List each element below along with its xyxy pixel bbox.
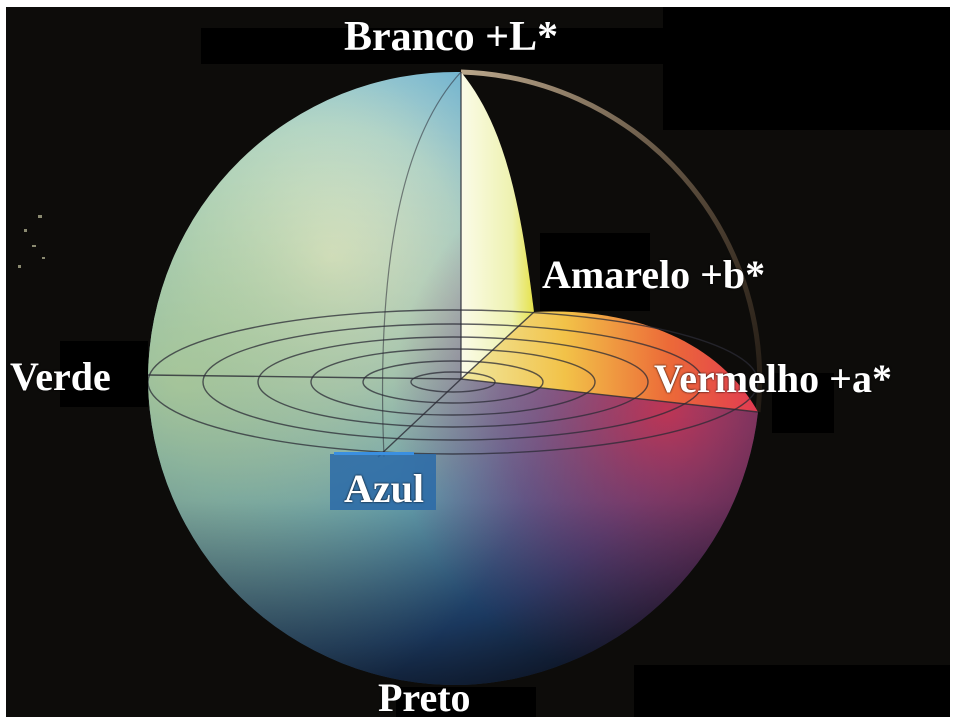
label-blue: Azul xyxy=(344,466,424,511)
label-green: Verde xyxy=(10,354,111,399)
meridian-line xyxy=(381,71,462,458)
mask-block-bottom xyxy=(396,687,536,717)
label-red-a: Vermelho +a* xyxy=(654,356,892,401)
mask-block-bottom-right xyxy=(634,665,950,717)
label-yellow-b: Amarelo +b* xyxy=(542,252,766,297)
mask-block-top-right xyxy=(663,7,950,130)
blue-label-background xyxy=(330,454,436,510)
label-white-lightness: Branco +L* xyxy=(344,14,559,60)
mask-block-red xyxy=(772,373,834,433)
axis-lines xyxy=(147,72,759,458)
mask-block-green xyxy=(60,341,148,407)
lightness-cut-face xyxy=(461,72,534,379)
label-black: Preto xyxy=(378,675,471,717)
sphere-rim-outline xyxy=(460,69,763,413)
cielab-diagram: Branco +L* Amarelo +b* Verde Vermelho +a… xyxy=(6,7,950,717)
chroma-rings xyxy=(147,309,759,455)
mask-block-yellow xyxy=(540,233,650,311)
background-specks xyxy=(18,215,45,268)
blue-accent-bar xyxy=(334,452,414,455)
color-sphere-illustration xyxy=(18,69,763,686)
mask-block-top xyxy=(201,28,663,64)
